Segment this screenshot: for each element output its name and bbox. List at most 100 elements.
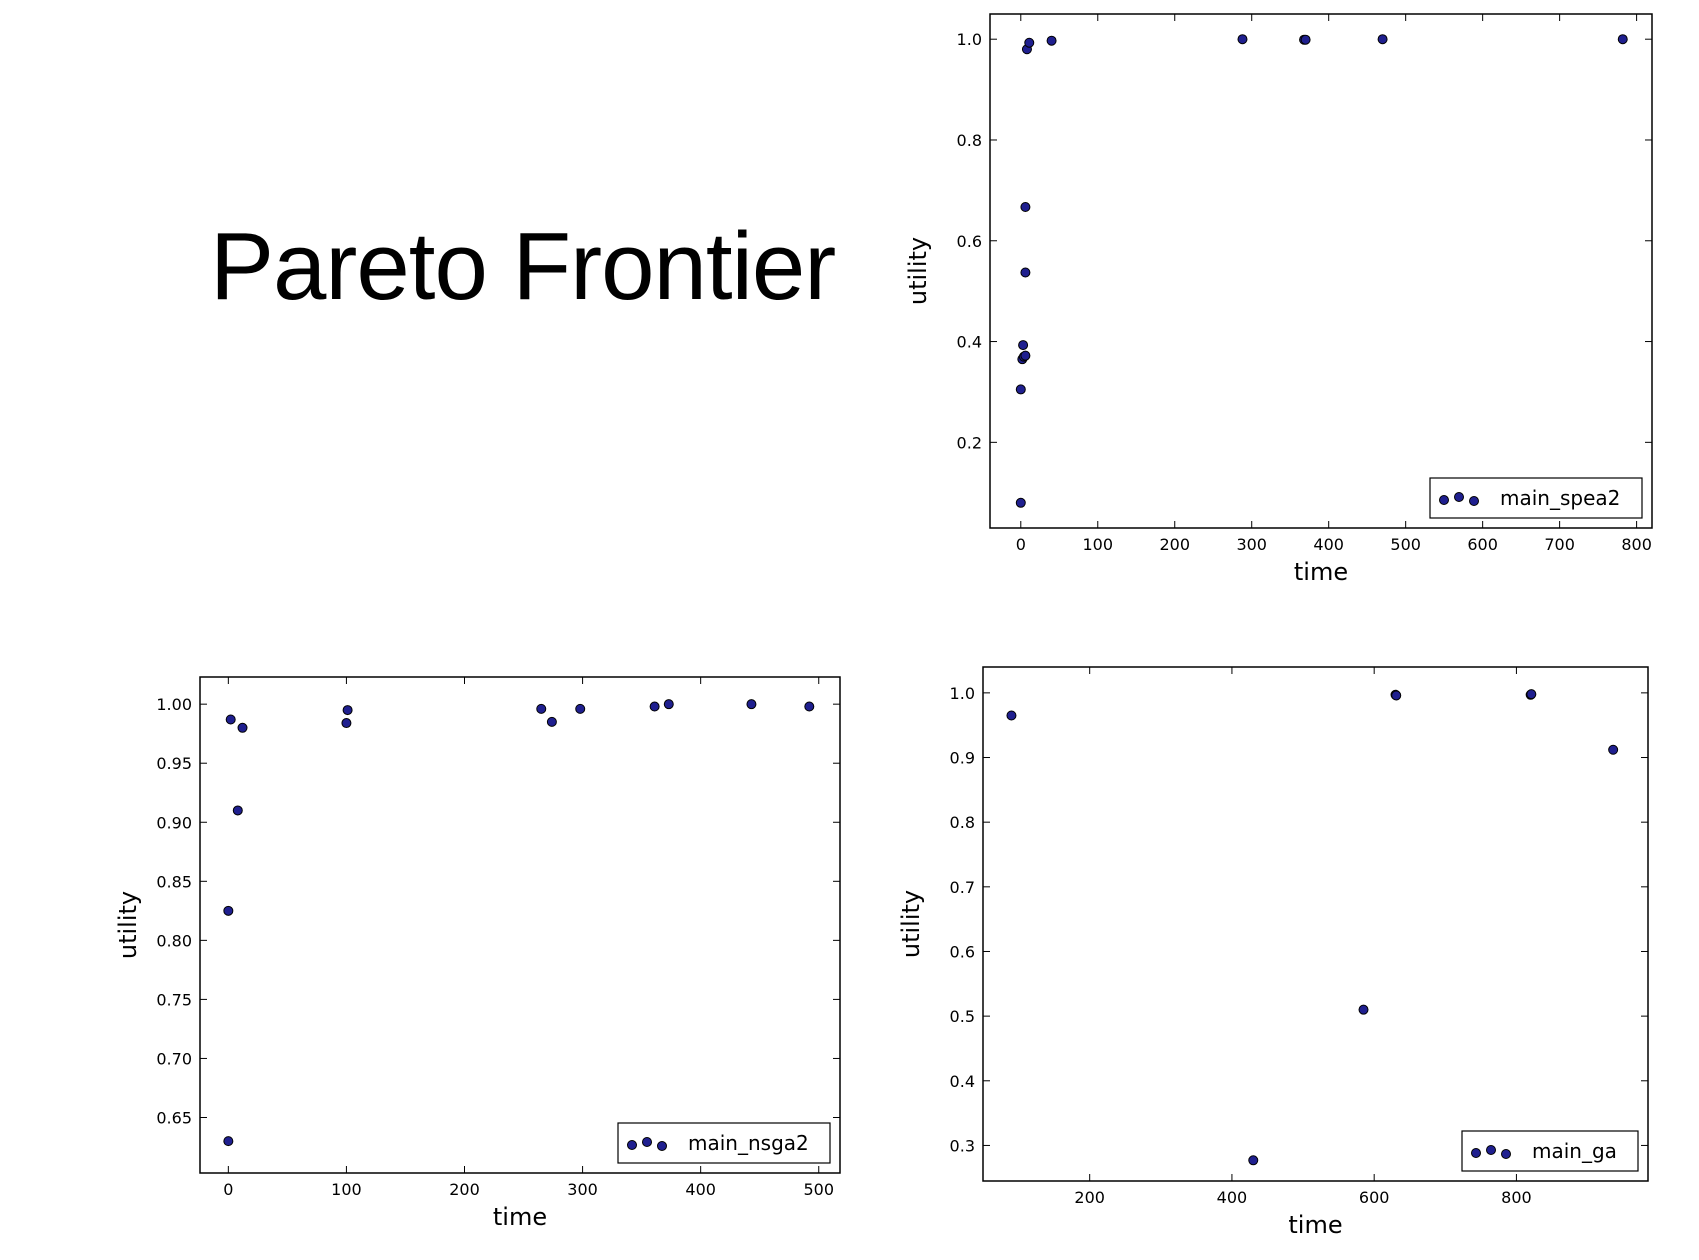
x-tick-label: 200 [449,1180,480,1199]
legend-marker [1501,1149,1511,1159]
y-tick-label: 0.3 [950,1136,975,1155]
x-tick-label: 800 [1501,1188,1532,1207]
y-tick-label: 0.80 [156,931,192,950]
data-point [1391,690,1402,701]
data-point [1237,34,1248,45]
legend-marker [1439,495,1449,505]
data-point [1024,37,1035,48]
x-axis-label: time [493,1203,547,1231]
data-point [746,699,757,710]
data-point [536,703,547,714]
chart-ga: 200 400 600 800 0.3 0.4 0.5 0.6 0.7 0.8 0.9 1.0 time… [897,666,1649,1239]
data-point [1377,34,1388,45]
data-point [232,805,243,816]
y-tick-label: 0.9 [950,749,975,768]
legend-marker [1471,1148,1481,1158]
x-tick-label: 100 [1082,535,1113,554]
x-tick-label: 300 [1236,535,1267,554]
y-tick-label: 0.65 [156,1108,192,1127]
y-tick-label: 0.70 [156,1049,192,1068]
x-tick-label: 400 [685,1180,716,1199]
x-tick-label: 300 [567,1180,598,1199]
y-axis-label: utility [904,237,932,305]
data-point [1248,1155,1259,1166]
data-point [1006,710,1017,721]
legend: main_nsga2 [617,1122,831,1164]
data-point [1358,1004,1369,1015]
y-tick-label: 0.5 [950,1007,975,1026]
plot-frame [989,13,1653,529]
legend-box [1429,477,1643,519]
legend-label: main_spea2 [1500,486,1620,510]
chart-spea2: 0 100 200 300 400 500 600 700 800 0.2 0.4 0.6 0.8 1.0… [904,13,1653,586]
x-tick-label: 100 [331,1180,362,1199]
page-title: Pareto Frontier [210,213,836,320]
x-tick-label: 0 [223,1180,233,1199]
x-tick-label: 600 [1359,1188,1390,1207]
x-tick-label: 200 [1159,535,1190,554]
data-point [546,716,557,727]
data-point [1015,497,1026,508]
legend-box [617,1122,831,1164]
data-point [1526,689,1537,700]
x-tick-label: 700 [1544,535,1575,554]
x-tick-label: 400 [1217,1188,1248,1207]
legend-marker [627,1140,637,1150]
data-point [341,718,352,729]
y-tick-label: 0.4 [950,1072,975,1091]
data-point [1020,267,1031,278]
data-point [237,722,248,733]
y-tick-label: 0.75 [156,990,192,1009]
data-point [1608,744,1619,755]
legend: main_spea2 [1429,477,1643,519]
y-axis-label: utility [897,890,925,958]
data-point [223,1136,234,1147]
y-tick-label: 1.00 [156,695,192,714]
x-axis-label: time [1294,558,1348,586]
data-point [225,714,236,725]
data-point [342,705,353,716]
x-tick-label: 500 [1390,535,1421,554]
y-tick-label: 1.0 [950,684,975,703]
data-point [1020,202,1031,213]
data-point [1018,340,1029,351]
x-tick-label: 500 [803,1180,834,1199]
y-tick-label: 0.6 [957,232,982,251]
data-point [649,701,660,712]
legend-marker [642,1137,652,1147]
x-tick-label: 800 [1621,535,1652,554]
data-point [663,699,674,710]
data-point [1046,35,1057,46]
legend-label: main_ga [1532,1139,1617,1163]
y-tick-label: 0.8 [950,813,975,832]
data-point [575,703,586,714]
x-tick-label: 400 [1313,535,1344,554]
data-point [223,905,234,916]
plot-frame [982,666,1649,1182]
y-tick-label: 0.95 [156,754,192,773]
legend-marker [1454,492,1464,502]
y-tick-label: 1.0 [957,30,982,49]
y-tick-label: 0.90 [156,813,192,832]
chart-nsga2: 0 100 200 300 400 500 0.65 0.70 0.75 0.80 0.85 0.90… [114,676,841,1231]
data-point [1300,34,1311,45]
plot-frame [199,676,841,1174]
y-tick-label: 0.2 [957,433,982,452]
y-tick-label: 0.4 [957,333,982,352]
legend-marker [657,1141,667,1151]
x-axis-label: time [1288,1211,1342,1239]
x-tick-label: 600 [1467,535,1498,554]
data-point [1617,34,1628,45]
y-tick-label: 0.8 [957,131,982,150]
x-tick-label: 200 [1074,1188,1105,1207]
y-axis-label: utility [114,891,142,959]
y-tick-label: 0.7 [950,878,975,897]
data-point [1020,350,1031,361]
data-point [1015,384,1026,395]
legend-marker [1469,496,1479,506]
legend-marker [1486,1145,1496,1155]
y-tick-label: 0.6 [950,942,975,961]
legend-label: main_nsga2 [688,1131,809,1155]
y-tick-label: 0.85 [156,872,192,891]
